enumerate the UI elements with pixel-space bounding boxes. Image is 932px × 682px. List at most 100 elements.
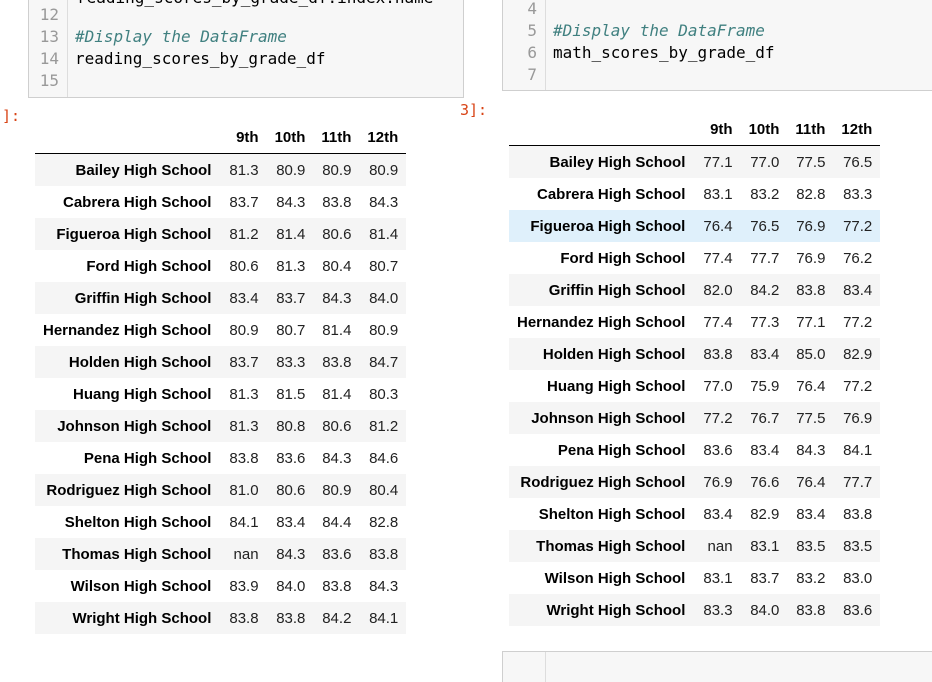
table-cell: 83.3 [276, 353, 306, 371]
line-number: 5 [527, 21, 537, 40]
row-index-label: Bailey High School [75, 161, 212, 179]
table-cell: 83.2 [750, 185, 780, 203]
table-cell: 85.0 [796, 345, 826, 363]
index-header [35, 121, 222, 154]
row-index-label: Thomas High School [536, 537, 686, 555]
line-number: 6 [527, 43, 537, 62]
table-cell: 76.7 [750, 409, 780, 427]
table-cell: 83.4 [796, 505, 826, 523]
table-cell: 80.9 [369, 321, 399, 339]
table-cell: 83.8 [703, 345, 733, 363]
table-cell: 81.3 [276, 257, 306, 275]
table-row: Hernandez High School 80.9 80.7 81.4 80.9 [35, 314, 406, 346]
table-cell: 77.1 [703, 153, 733, 171]
table-row: Huang High School 81.3 81.5 81.4 80.3 [35, 378, 406, 410]
line-number: 13 [39, 27, 59, 46]
reading-output-prompt: ]: [2, 107, 21, 125]
table-cell: 83.6 [322, 545, 352, 563]
table-cell: 80.6 [322, 417, 352, 435]
row-index-label: Shelton High School [538, 505, 686, 523]
table-row: Figueroa High School 81.2 81.4 80.6 81.4 [35, 218, 407, 250]
row-index-label: Griffin High School [548, 281, 686, 299]
table-cell: 83.4 [229, 289, 259, 307]
line-number-gutter [545, 652, 546, 682]
table-cell: nan [233, 545, 259, 563]
table-row: Wright High School 83.8 83.8 84.2 84.1 [35, 602, 407, 634]
table-row: Wright High School 83.3 84.0 83.8 83.6 [509, 594, 881, 626]
row-index-label: Cabrera High School [63, 193, 212, 211]
table-row: Holden High School 83.7 83.3 83.8 84.7 [35, 346, 407, 378]
row-index-label: Hernandez High School [43, 321, 212, 339]
next-code-cell[interactable] [502, 651, 932, 682]
table-cell: 83.4 [843, 281, 873, 299]
row-index-label: Rodriguez High School [46, 481, 212, 499]
line-number: 4 [527, 0, 537, 18]
table-cell: 83.6 [276, 449, 306, 467]
table-cell: 82.9 [750, 505, 780, 523]
table-cell: 82.8 [796, 185, 826, 203]
table-cell: 81.4 [322, 385, 352, 403]
row-index-label: Ford High School [86, 257, 212, 275]
table-cell: 83.5 [796, 537, 826, 555]
column-header: 12th [359, 121, 407, 154]
table-cell: 83.8 [322, 577, 352, 595]
row-index-label: Huang High School [73, 385, 212, 403]
column-header: 10th [740, 113, 788, 146]
table-cell: 75.9 [750, 377, 780, 395]
table-cell: 76.4 [796, 473, 826, 491]
row-index-label: Johnson High School [531, 409, 686, 427]
reading-code-cell[interactable]: reading_scores_by_grade_df.index.name 12… [28, 0, 464, 98]
table-cell: 84.3 [276, 193, 306, 211]
table-cell: 83.2 [796, 569, 826, 587]
table-cell: 82.9 [843, 345, 873, 363]
code-line: 7 [503, 64, 553, 86]
table-cell: 76.5 [843, 153, 873, 171]
line-number-gutter [29, 0, 68, 97]
table-cell: 80.4 [322, 257, 352, 275]
table-cell: 83.8 [796, 281, 826, 299]
table-cell: 77.5 [796, 409, 826, 427]
math-code-cell[interactable]: 4 5 #Display the DataFrame 6 math_scores_by_… [502, 0, 932, 91]
table-cell: 76.2 [843, 249, 873, 267]
table-cell: 77.5 [796, 153, 826, 171]
table-cell: 82.0 [703, 281, 733, 299]
table-cell: 80.9 [276, 161, 306, 179]
table-cell: 83.9 [229, 577, 259, 595]
table-cell: 80.3 [369, 385, 399, 403]
column-header: 12th [833, 113, 881, 146]
table-cell: 81.4 [276, 225, 306, 243]
table-cell: 77.0 [750, 153, 780, 171]
code-line: 6 math_scores_by_grade_df [503, 42, 774, 64]
code-comment: #Display the DataFrame [553, 21, 765, 40]
code-text: reading_scores_by_grade_df [75, 49, 326, 68]
table-cell: 83.8 [796, 601, 826, 619]
table-cell: 84.0 [369, 289, 399, 307]
code-line: 13 #Display the DataFrame [29, 26, 287, 48]
table-cell: 84.1 [369, 609, 399, 627]
row-index-label: Johnson High School [57, 417, 212, 435]
table-cell: 84.0 [276, 577, 306, 595]
table-cell: 80.8 [276, 417, 306, 435]
row-index-label: Ford High School [560, 249, 686, 267]
table-cell: 77.1 [796, 313, 826, 331]
table-cell: 83.8 [229, 449, 259, 467]
row-index-label: Griffin High School [74, 289, 212, 307]
table-cell: 76.9 [796, 217, 826, 235]
table-cell: 84.2 [750, 281, 780, 299]
code-line: 15 [29, 70, 75, 92]
table-row: Hernandez High School 77.4 77.3 77.1 77.2 [509, 306, 880, 338]
table-row: Griffin High School 82.0 84.2 83.8 83.4 [509, 274, 881, 306]
row-index-label: Wilson High School [544, 569, 686, 587]
row-index-label: Holden High School [542, 345, 686, 363]
table-cell: 77.4 [703, 249, 733, 267]
table-cell: 80.9 [322, 481, 352, 499]
table-cell: 83.8 [843, 505, 873, 523]
table-cell: 83.7 [276, 289, 306, 307]
table-cell: 84.7 [369, 353, 399, 371]
row-index-label: Hernandez High School [517, 313, 686, 331]
table-cell: 84.3 [322, 449, 352, 467]
table-cell: 83.3 [703, 601, 733, 619]
row-index-label: Huang High School [547, 377, 686, 395]
table-cell: 77.2 [703, 409, 733, 427]
table-cell: 83.8 [322, 193, 352, 211]
